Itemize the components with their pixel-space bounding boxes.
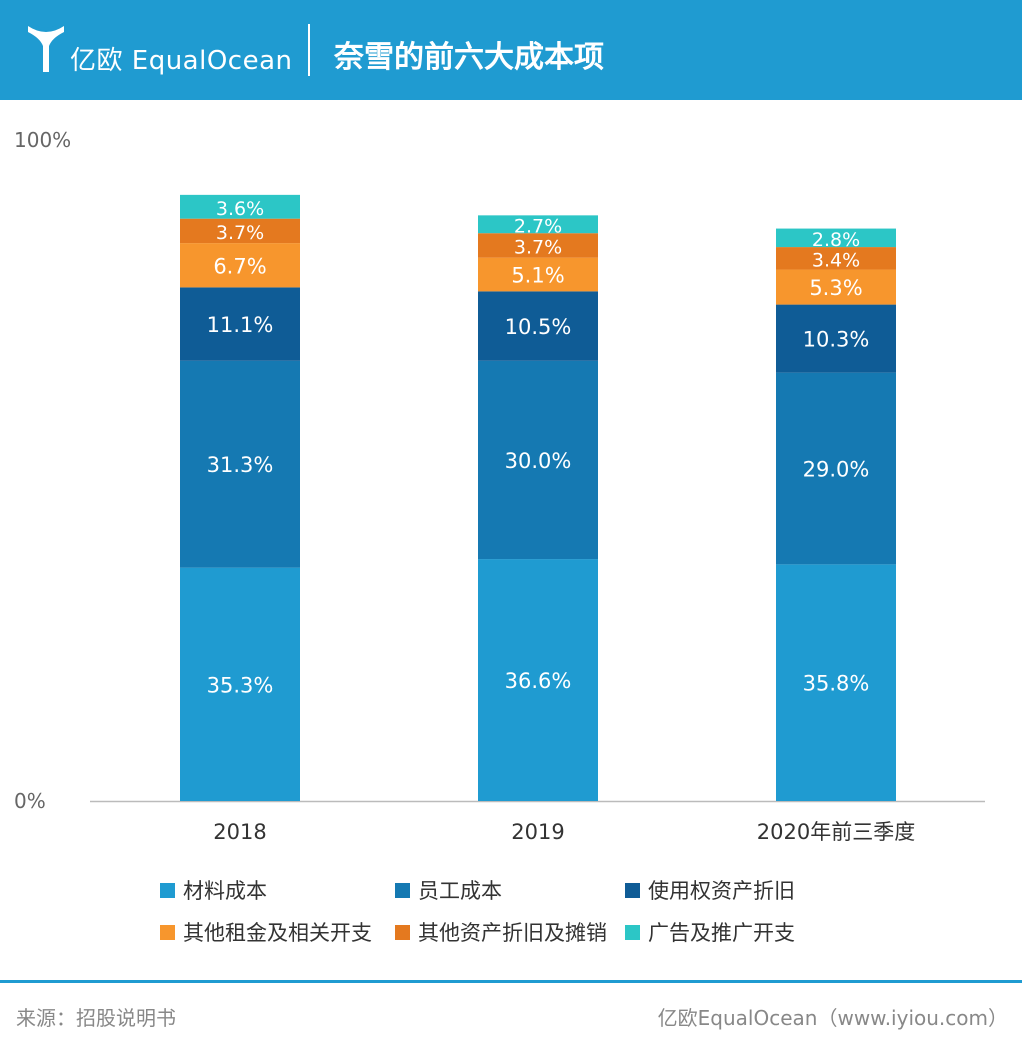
legend-swatch <box>395 882 410 898</box>
bar-segment <box>180 218 300 244</box>
data-label: 35.3% <box>207 673 274 697</box>
bar-segment <box>478 257 598 292</box>
legend-swatch <box>395 924 410 940</box>
legend-item: 其他租金及相关开支 <box>160 917 372 947</box>
bar-segment <box>776 269 896 305</box>
data-label: 11.1% <box>207 313 274 337</box>
data-label: 5.1% <box>511 264 564 288</box>
source-note: 来源：招股说明书 <box>16 1006 176 1030</box>
bar-segment <box>180 567 300 801</box>
legend-swatch <box>625 924 640 940</box>
equalocean-logo-icon <box>28 25 64 72</box>
credit-note: 亿欧EqualOcean（www.iyiou.com） <box>657 1006 1008 1030</box>
legend-item: 员工成本 <box>395 875 502 905</box>
legend-item: 广告及推广开支 <box>625 917 795 947</box>
data-label: 10.5% <box>505 315 572 339</box>
y-tick-label: 0% <box>14 789 46 813</box>
data-label: 3.7% <box>514 236 562 258</box>
data-label: 6.7% <box>213 254 266 278</box>
bar-segment <box>478 233 598 258</box>
header-divider <box>308 24 310 76</box>
legend-item: 其他资产折旧及摊销 <box>395 917 607 947</box>
data-label: 3.4% <box>812 249 860 271</box>
legend-swatch <box>160 882 175 898</box>
bar-segment <box>776 372 896 565</box>
data-label: 29.0% <box>803 458 870 482</box>
brand-name: 亿欧 EqualOcean <box>70 46 293 76</box>
x-tick-label: 2018 <box>213 820 266 844</box>
legend-label: 其他租金及相关开支 <box>183 921 372 945</box>
legend-label: 广告及推广开支 <box>648 921 795 945</box>
bar-segment <box>478 215 598 234</box>
data-label: 2.8% <box>812 229 860 251</box>
chart-title: 奈雪的前六大成本项 <box>334 40 604 75</box>
data-label: 3.6% <box>216 198 264 220</box>
data-label: 36.6% <box>505 669 572 693</box>
legend-item: 材料成本 <box>160 875 267 905</box>
legend-swatch <box>160 924 175 940</box>
bar-segment <box>776 228 896 248</box>
bar-segment <box>478 360 598 560</box>
footer-divider <box>0 980 1022 983</box>
y-tick-label: 100% <box>14 128 71 152</box>
header-bar: 亿欧 EqualOcean 奈雪的前六大成本项 <box>0 0 1022 100</box>
bar-segment <box>478 291 598 361</box>
data-label: 2.7% <box>514 215 562 237</box>
bar-segment <box>180 360 300 568</box>
data-label: 3.7% <box>216 222 264 244</box>
data-label: 35.8% <box>803 672 870 696</box>
legend-label: 使用权资产折旧 <box>648 879 795 903</box>
data-label: 5.3% <box>809 276 862 300</box>
x-tick-label: 2019 <box>511 820 564 844</box>
data-label: 31.3% <box>207 453 274 477</box>
bar-segment <box>776 564 896 801</box>
bar-segment <box>180 194 300 219</box>
legend-swatch <box>625 882 640 898</box>
legend-label: 员工成本 <box>418 879 502 903</box>
legend-item: 使用权资产折旧 <box>625 875 795 905</box>
x-tick-label: 2020年前三季度 <box>757 820 915 844</box>
chart-legend: 材料成本 员工成本 使用权资产折旧其他租金及相关开支 其他资产折旧及摊销 广告及推广开支 <box>0 870 1022 960</box>
stacked-bar-chart: 0%100%35.3%31.3%11.1%6.7%3.7%3.6%201836.… <box>14 128 985 844</box>
bar-segment <box>180 243 300 288</box>
data-label: 30.0% <box>505 449 572 473</box>
data-label: 10.3% <box>803 328 870 352</box>
bar-segment <box>478 559 598 801</box>
bar-segment <box>776 304 896 373</box>
bar-segment <box>776 247 896 270</box>
legend-label: 材料成本 <box>183 879 267 903</box>
legend-label: 其他资产折旧及摊销 <box>418 921 607 945</box>
bar-segment <box>180 287 300 361</box>
